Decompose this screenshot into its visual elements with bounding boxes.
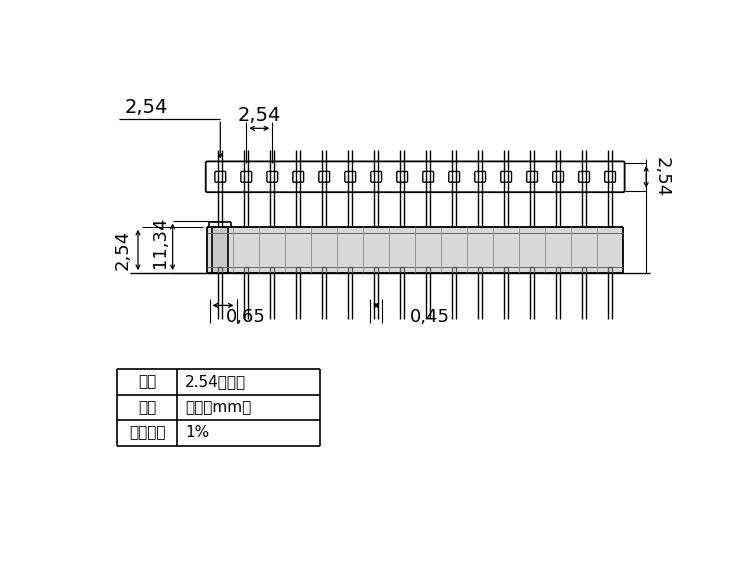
FancyBboxPatch shape [579,171,590,182]
Text: 0,65: 0,65 [226,308,266,326]
Bar [212,227,228,273]
FancyBboxPatch shape [423,171,433,182]
FancyBboxPatch shape [206,162,625,192]
Text: 1%: 1% [185,426,209,440]
FancyBboxPatch shape [267,171,278,182]
Text: 图标精度: 图标精度 [129,426,166,440]
FancyBboxPatch shape [604,171,616,182]
Bar [207,227,623,273]
Text: 2,54: 2,54 [652,156,670,197]
FancyBboxPatch shape [448,171,460,182]
Text: 11,34: 11,34 [151,217,169,268]
FancyBboxPatch shape [526,171,538,182]
Text: 2,54: 2,54 [113,230,131,270]
FancyBboxPatch shape [241,171,252,182]
Text: 2,54: 2,54 [125,98,168,117]
FancyBboxPatch shape [345,171,355,182]
FancyBboxPatch shape [215,171,226,182]
FancyBboxPatch shape [319,171,329,182]
FancyBboxPatch shape [397,171,407,182]
Text: 2,54: 2,54 [238,106,281,125]
FancyBboxPatch shape [501,171,512,182]
Text: 单位: 单位 [138,400,156,415]
FancyBboxPatch shape [475,171,485,182]
Text: 0,45: 0,45 [410,308,450,326]
Text: 名称: 名称 [138,374,156,389]
Text: 2.54单排针: 2.54单排针 [185,374,246,389]
FancyBboxPatch shape [292,171,304,182]
Text: 毫米（mm）: 毫米（mm） [185,400,251,415]
FancyBboxPatch shape [370,171,382,182]
FancyBboxPatch shape [553,171,563,182]
